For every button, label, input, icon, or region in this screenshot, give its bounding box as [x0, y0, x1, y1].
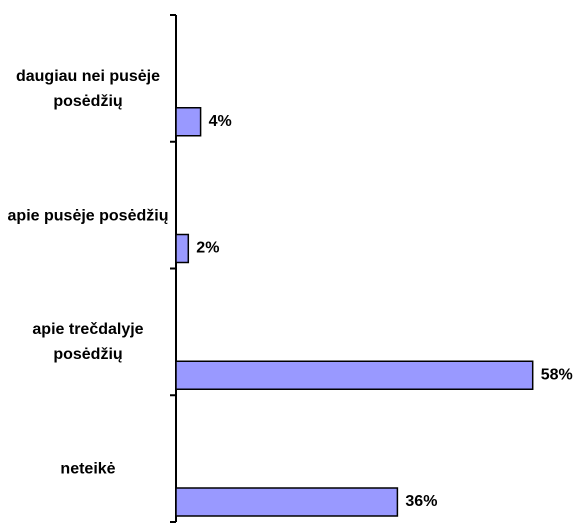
- value-label: 58%: [541, 366, 573, 383]
- value-label: 36%: [405, 493, 437, 510]
- category-label: neteikė: [60, 460, 116, 478]
- bar: [175, 107, 202, 137]
- category-label: daugiau nei pusėje posėdžių: [15, 67, 161, 110]
- value-label: 2%: [196, 240, 219, 257]
- category-label: apie pusėje posėdžių: [7, 207, 169, 224]
- bar: [175, 487, 399, 517]
- bar: [175, 233, 190, 264]
- bar: [175, 360, 534, 390]
- category-label: apie trečdalyje posėdžių: [32, 321, 144, 364]
- value-label: 4%: [209, 113, 232, 130]
